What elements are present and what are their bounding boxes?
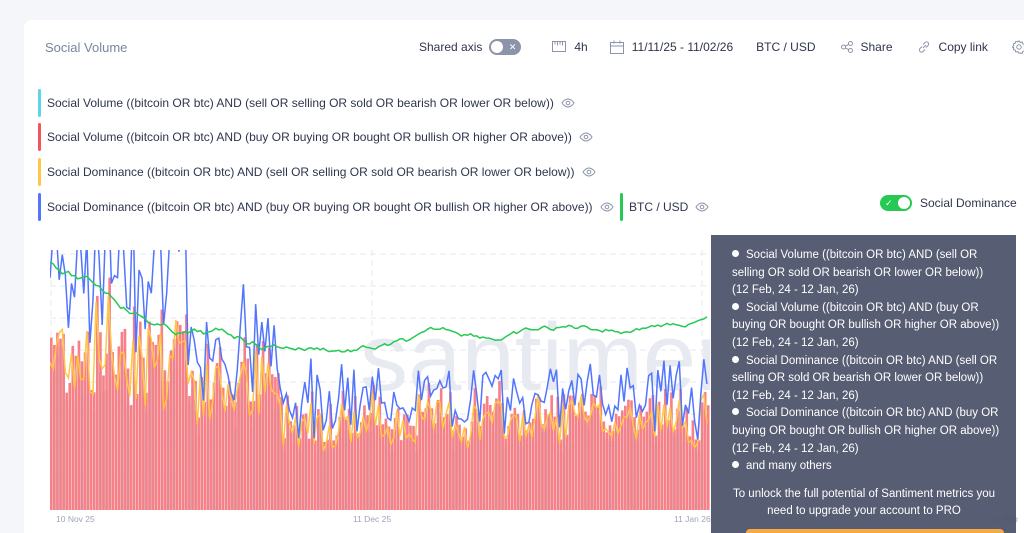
tooltip-item: Social Dominance ((bitcoin OR btc) AND (… [732,354,998,402]
bullet-icon [732,355,739,363]
interval-label: 4h [574,40,588,54]
social-volume-buy-bars [50,277,710,510]
legend-item-btc-usd[interactable]: BTC / USD [620,193,709,221]
tooltip-item: Social Dominance ((bitcoin OR btc) AND (… [732,407,1000,455]
bullet-icon [732,408,739,416]
check-icon: ✓ [885,198,893,208]
upgrade-tooltip: Social Volume ((bitcoin OR btc) AND (sel… [711,235,1016,533]
shared-axis-label: Shared axis [419,40,483,54]
toolbar: Shared axis ✕ 4h 11/11/25 - 11/02/26 BTC… [419,38,1024,56]
legend-label: BTC / USD [629,200,689,214]
eye-icon[interactable] [599,202,614,212]
shared-axis-toggle[interactable]: ✕ [489,39,522,55]
x-axis-label: 10 Nov 25 [56,514,95,524]
upgrade-message: To unlock the full potential of Santimen… [732,487,996,518]
legend-label: Social Volume ((bitcoin OR btc) AND (sel… [47,96,554,110]
share-label: Share [860,40,893,54]
copy-link-label: Copy link [938,40,988,54]
bullet-icon [732,461,739,469]
date-range-label: 11/11/25 - 11/02/26 [631,40,734,54]
bullet-icon [732,250,739,257]
btc-usd-line [50,261,708,353]
interval-button[interactable]: 4h [552,40,588,54]
legend-label: Social Dominance ((bitcoin OR btc) AND (… [47,200,593,214]
legend-item-social-dominance-buy[interactable]: Social Dominance ((bitcoin OR btc) AND (… [38,193,614,221]
shared-axis-control[interactable]: Shared axis ✕ [419,39,522,55]
legend-item-social-volume-buy[interactable]: Social Volume ((bitcoin OR btc) AND (buy… [38,123,593,151]
social-dominance-label: Social Dominance [920,196,1017,210]
social-dominance-switch[interactable]: ✓ [880,195,912,211]
share-icon [840,41,853,53]
legend-color-bar [38,158,41,186]
eye-icon[interactable] [579,132,593,142]
legend-item-social-dominance-sell[interactable]: Social Dominance ((bitcoin OR btc) AND (… [38,158,596,186]
social-dominance-buy-line [50,250,708,440]
share-button[interactable]: Share [840,40,893,54]
legend-color-bar [38,123,41,151]
page-title: Social Volume [45,40,128,55]
tooltip-item: and many others [732,458,1002,476]
legend-color-bar [38,89,41,117]
bullet-icon [732,302,739,310]
gear-icon [1011,40,1024,54]
legend-item-social-volume-sell[interactable]: Social Volume ((bitcoin OR btc) AND (sel… [38,89,575,117]
chart-canvas[interactable]: santimen [50,250,710,513]
eye-icon[interactable] [581,167,596,177]
pair-button[interactable]: BTC / USD [756,40,815,54]
eye-icon[interactable] [695,202,709,212]
link-icon [917,40,931,54]
toggle-knob [491,41,504,53]
calendar-icon [609,40,624,54]
legend-color-bar [620,193,623,221]
eye-icon[interactable] [561,98,575,108]
legend-label: Social Dominance ((bitcoin OR btc) AND (… [47,165,575,179]
x-icon: ✕ [508,42,517,52]
x-axis-label: 11 Dec 25 [353,514,392,524]
x-axis-label: 11 Jan 26 [674,514,711,524]
settings-button[interactable] [1011,40,1024,54]
toggle-knob [898,197,910,209]
tooltip-item: Social Volume ((bitcoin OR btc) AND (buy… [732,301,1000,349]
upgrade-button[interactable] [746,529,1004,533]
copy-link-button[interactable]: Copy link [917,40,988,54]
legend-color-bar [38,193,41,221]
tooltip-item: Social Volume ((bitcoin OR btc) AND (sel… [732,249,984,297]
ruler-icon [552,41,567,53]
social-dominance-sell-line [50,295,708,451]
social-dominance-toggle[interactable]: ✓ Social Dominance [880,190,1017,216]
date-range-button[interactable]: 11/11/25 - 11/02/26 [609,40,734,54]
legend-label: Social Volume ((bitcoin OR btc) AND (buy… [47,130,572,144]
pair-label: BTC / USD [756,40,816,54]
